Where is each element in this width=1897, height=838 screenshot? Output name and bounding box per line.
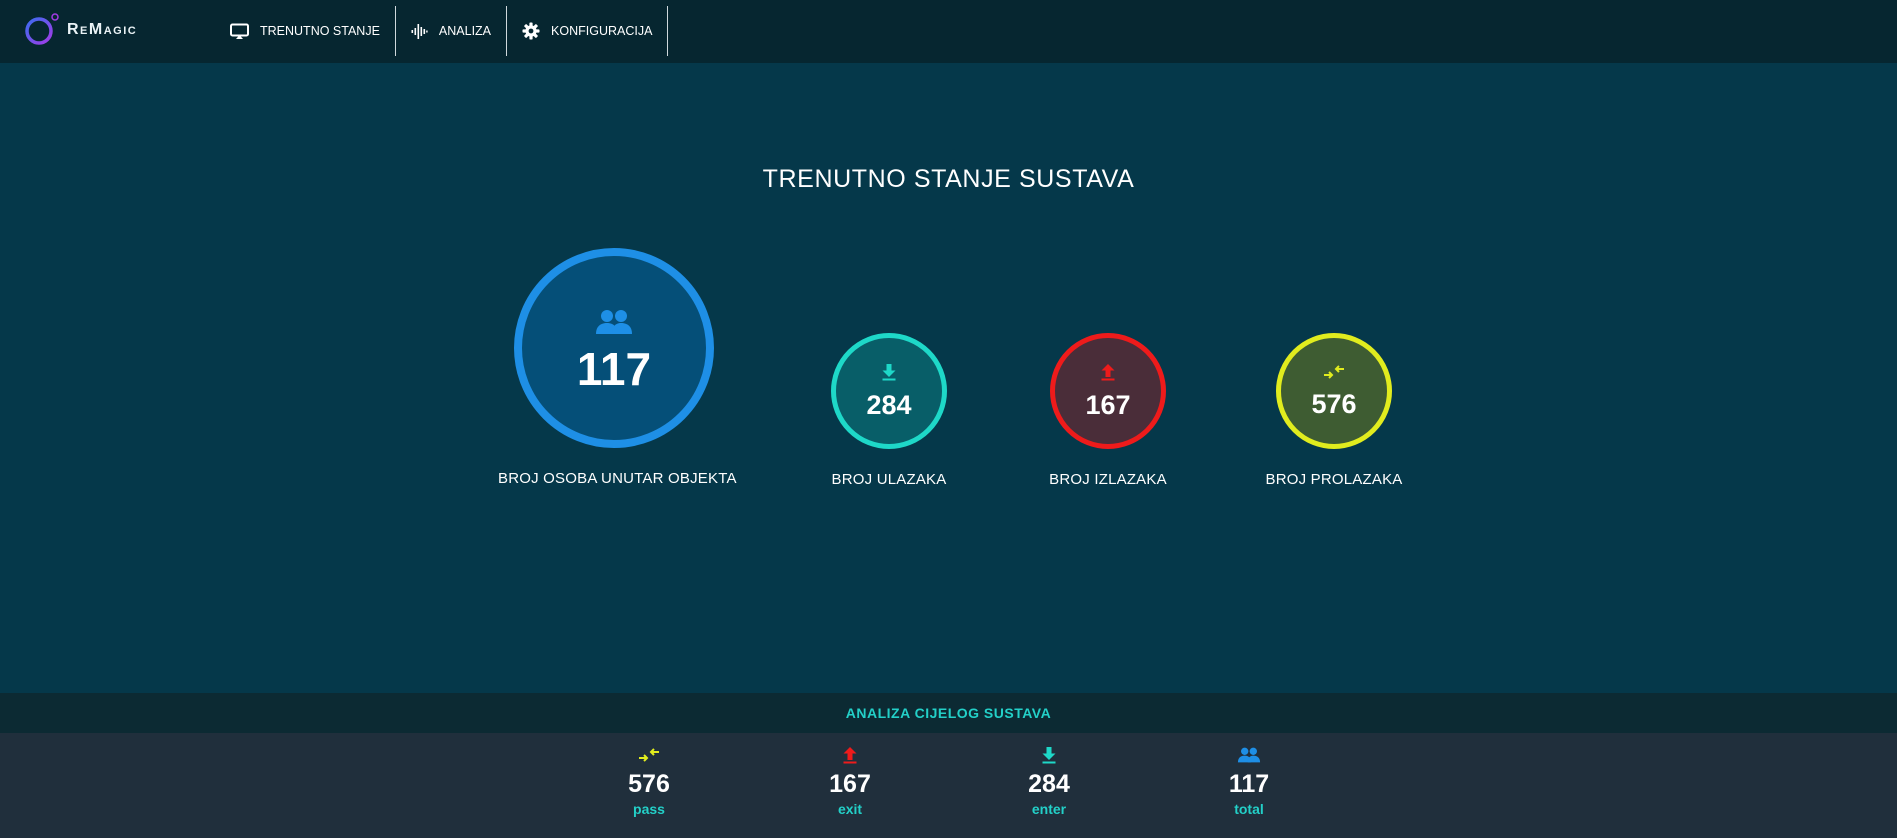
summary-value: 284 bbox=[1028, 770, 1070, 798]
nav-item-label: KONFIGURACIJA bbox=[551, 24, 653, 38]
upload-arrow-icon bbox=[1100, 363, 1116, 386]
summary-label: total bbox=[1234, 800, 1264, 817]
stat-value-inside: 117 bbox=[576, 342, 652, 395]
stat-pass: 576 BROJ PROLAZAKA bbox=[1264, 333, 1404, 488]
nav-item-trenutno-stanje[interactable]: TRENUTNO STANJE bbox=[215, 6, 396, 56]
app-name: ReMagic bbox=[67, 21, 138, 38]
waveform-icon bbox=[411, 23, 428, 40]
stat-enter: 284 BROJ ULAZAKA bbox=[829, 333, 949, 488]
summary-label: pass bbox=[633, 800, 665, 817]
nav-item-konfiguracija[interactable]: KONFIGURACIJA bbox=[507, 6, 669, 56]
summary-item-exit: 167 exit bbox=[790, 743, 910, 817]
summary-label: enter bbox=[1031, 800, 1067, 817]
pass-arrows-icon bbox=[589, 743, 709, 767]
app-logo[interactable]: ReMagic bbox=[25, 13, 137, 47]
summary-item-pass: 576 pass bbox=[589, 743, 709, 817]
stat-label-inside: BROJ OSOBA UNUTAR OBJEKTA bbox=[498, 470, 737, 487]
monitor-icon bbox=[230, 23, 249, 40]
bottom-summary: 576 pass 167 exit 284 enter bbox=[0, 733, 1897, 838]
upload-arrow-icon bbox=[790, 743, 910, 767]
download-arrow-icon bbox=[989, 743, 1109, 767]
download-arrow-icon bbox=[881, 363, 897, 386]
stat-exit: 167 BROJ IZLAZAKA bbox=[1048, 333, 1168, 488]
stat-label-exit: BROJ IZLAZAKA bbox=[1049, 471, 1167, 488]
page-title: TRENUTNO STANJE SUSTAVA bbox=[762, 165, 1135, 193]
stat-value-exit: 167 bbox=[1085, 390, 1131, 420]
stat-circle-exit: 167 bbox=[1050, 333, 1166, 449]
summary-item-enter: 284 enter bbox=[989, 743, 1109, 817]
stat-value-pass: 576 bbox=[1311, 389, 1357, 419]
stat-circle-pass: 576 bbox=[1276, 333, 1392, 449]
stat-value-enter: 284 bbox=[866, 390, 912, 420]
remagic-logo-icon bbox=[25, 13, 59, 45]
stat-label-pass: BROJ PROLAZAKA bbox=[1265, 471, 1403, 488]
pass-arrows-icon bbox=[1323, 364, 1345, 385]
top-navbar: ReMagic TRENUTNO STANJE bbox=[0, 0, 1897, 63]
gear-icon bbox=[522, 22, 540, 40]
people-icon bbox=[1189, 743, 1309, 767]
nav-item-label: TRENUTNO STANJE bbox=[260, 24, 380, 38]
summary-value: 117 bbox=[1228, 770, 1270, 798]
nav-item-label: ANALIZA bbox=[438, 24, 492, 38]
stat-label-enter: BROJ ULAZAKA bbox=[831, 471, 947, 488]
summary-value: 167 bbox=[829, 770, 871, 798]
stat-circle-inside: 117 bbox=[514, 248, 714, 448]
summary-value: 576 bbox=[628, 770, 670, 798]
people-icon bbox=[595, 309, 633, 340]
main-nav: TRENUTNO STANJE ANALIZA bbox=[215, 6, 669, 56]
bottom-section-title: ANALIZA CIJELOG SUSTAVA bbox=[0, 693, 1897, 733]
nav-item-analiza[interactable]: ANALIZA bbox=[396, 6, 508, 56]
stat-inside: 117 BROJ OSOBA UNUTAR OBJEKTA bbox=[498, 248, 737, 487]
summary-item-total: 117 total bbox=[1189, 743, 1309, 817]
summary-label: exit bbox=[837, 800, 863, 817]
stat-circle-enter: 284 bbox=[831, 333, 947, 449]
